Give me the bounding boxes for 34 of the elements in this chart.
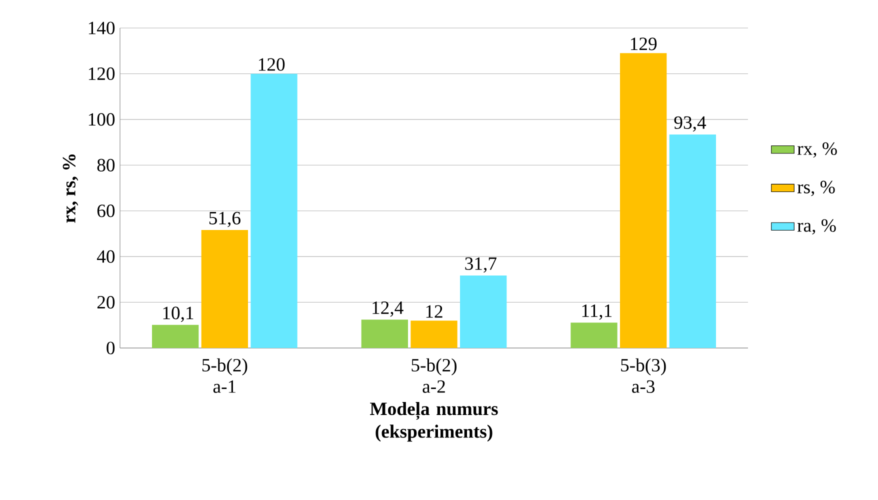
bar [250,74,298,348]
y-tick-label: 60 [97,204,115,218]
y-tick-label: 100 [88,113,115,126]
y-tick-label: 0 [106,342,115,354]
bar [410,320,458,348]
bar [669,134,716,348]
data-label: 12,4 [372,301,404,317]
legend-label: rs, % [797,180,835,196]
bar [460,276,507,348]
data-label: 51,6 [209,212,240,228]
data-label: 93,4 [674,116,706,132]
x-tick-label: 5-b(2) a-1 [202,358,248,393]
y-tick-label: 80 [97,158,115,172]
legend-label: ra, % [797,219,836,234]
x-tick-label: 5-b(2) a-2 [412,358,457,393]
x-tick-label: 5-b(3) a-3 [621,358,666,393]
data-label: 12 [426,305,442,318]
bar [620,53,667,348]
bar [152,324,199,348]
data-label: 129 [630,38,657,50]
y-tick-label: 20 [97,296,115,309]
y-axis-title: rx, rs, % [62,154,78,223]
y-tick-label: 140 [88,22,115,34]
y-tick-label: 120 [88,67,115,80]
data-label: 31,7 [465,257,496,273]
legend-label: rx, % [797,142,837,158]
bar [361,320,408,348]
data-label: 120 [258,58,285,71]
bar [570,322,618,348]
bar [201,230,248,348]
data-label: 11,1 [582,304,612,320]
y-tick-label: 40 [96,250,115,263]
data-label: 10,1 [163,306,194,322]
x-axis-title: Modeļa numurs (eksperiments) [370,402,498,442]
